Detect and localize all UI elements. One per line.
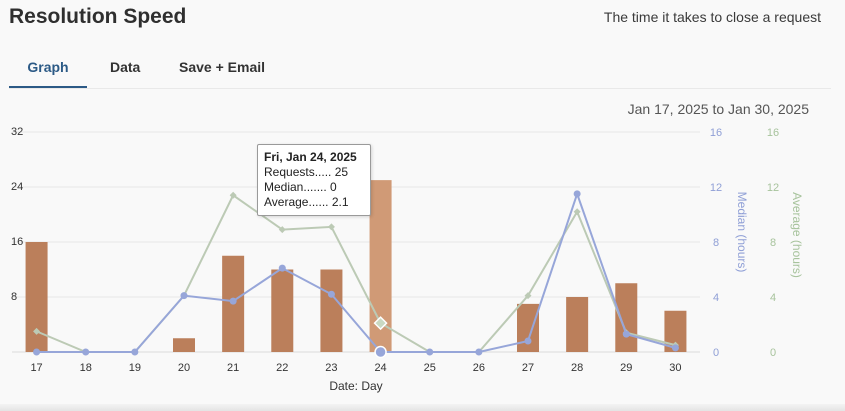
x-tick-label: 24 [374, 362, 386, 374]
average-tick-label: 12 [767, 182, 779, 194]
point-average [278, 226, 286, 234]
median-tick-label: 12 [710, 182, 722, 194]
resolution-chart: 8 16 24 32 17 18 19 20 21 22 23 24 25 26 27 28 29 30 Date:… [11, 126, 804, 393]
bar-requests [615, 283, 638, 352]
point-median [524, 337, 532, 345]
median-tick-label: 8 [713, 237, 719, 249]
median-tick-label: 4 [713, 292, 719, 304]
tab-graph[interactable]: Graph [9, 52, 87, 88]
point-median [622, 330, 630, 338]
x-tick-label: 19 [129, 362, 141, 374]
bar-requests [517, 303, 539, 352]
x-tick-label: 23 [325, 362, 337, 374]
tooltip-requests: Requests..... 25 [264, 165, 349, 179]
bar-requests [173, 338, 195, 352]
average-tick-label: 0 [770, 347, 776, 359]
tooltip-median: Median....... 0 [264, 180, 337, 194]
average-axis-title: Average (hours) [790, 192, 804, 278]
point-median [426, 348, 434, 356]
bar-requests [664, 310, 687, 352]
point-median [131, 348, 139, 356]
x-tick-label: 21 [227, 362, 239, 374]
bar-requests [320, 269, 343, 352]
point-average [524, 292, 532, 300]
point-average [229, 191, 237, 199]
tabs-divider [9, 88, 831, 89]
x-tick-label: 22 [276, 362, 288, 374]
point-average [327, 223, 335, 231]
median-tick-label: 0 [713, 347, 719, 359]
y-tick-label: 24 [11, 181, 23, 193]
average-tick-label: 8 [770, 237, 776, 249]
average-tick-label: 16 [767, 127, 779, 139]
date-range: Jan 17, 2025 to Jan 30, 2025 [627, 101, 809, 117]
median-axis-title: Median (hours) [735, 192, 749, 273]
point-median [573, 190, 581, 198]
point-median [374, 345, 387, 359]
tab-save-email[interactable]: Save + Email [179, 59, 266, 75]
median-tick-label: 16 [710, 127, 722, 139]
x-tick-label: 26 [473, 362, 485, 374]
point-median [33, 348, 41, 356]
x-tick-label: 25 [424, 362, 436, 374]
point-median [82, 348, 90, 356]
page-subtitle: The time it takes to close a request [603, 9, 821, 25]
point-median [327, 290, 335, 298]
y-tick-label: 8 [11, 291, 17, 303]
line-median [36, 190, 676, 353]
average-tick-label: 4 [770, 292, 776, 304]
x-tick-label: 18 [80, 362, 92, 374]
bar-requests [271, 269, 294, 352]
chart-tooltip: Fri, Jan 24, 2025 Requests..... 25 Media… [257, 144, 371, 216]
x-tick-label: 28 [571, 362, 583, 374]
y-tick-label: 16 [11, 236, 23, 248]
page-title: Resolution Speed [9, 5, 187, 28]
x-tick-label: 30 [669, 362, 681, 374]
bottom-border [0, 404, 845, 411]
point-median [229, 297, 237, 305]
tooltip-average: Average...... 2.1 [264, 195, 349, 209]
tab-data[interactable]: Data [110, 59, 141, 75]
point-median [278, 264, 286, 272]
point-average [373, 316, 388, 331]
point-median [475, 348, 483, 356]
point-average [573, 208, 581, 216]
bar-requests [369, 180, 392, 352]
x-axis-title: Date: Day [329, 379, 382, 393]
point-median [671, 344, 679, 352]
x-tick-label: 29 [620, 362, 632, 374]
point-average [33, 327, 41, 335]
tooltip-title: Fri, Jan 24, 2025 [264, 150, 357, 164]
y-tick-label: 32 [11, 126, 23, 138]
x-tick-label: 17 [30, 362, 42, 374]
bar-requests [25, 242, 48, 352]
x-tick-label: 27 [522, 362, 534, 374]
x-tick-label: 20 [178, 362, 190, 374]
point-median [180, 292, 188, 300]
bar-requests [566, 297, 589, 352]
